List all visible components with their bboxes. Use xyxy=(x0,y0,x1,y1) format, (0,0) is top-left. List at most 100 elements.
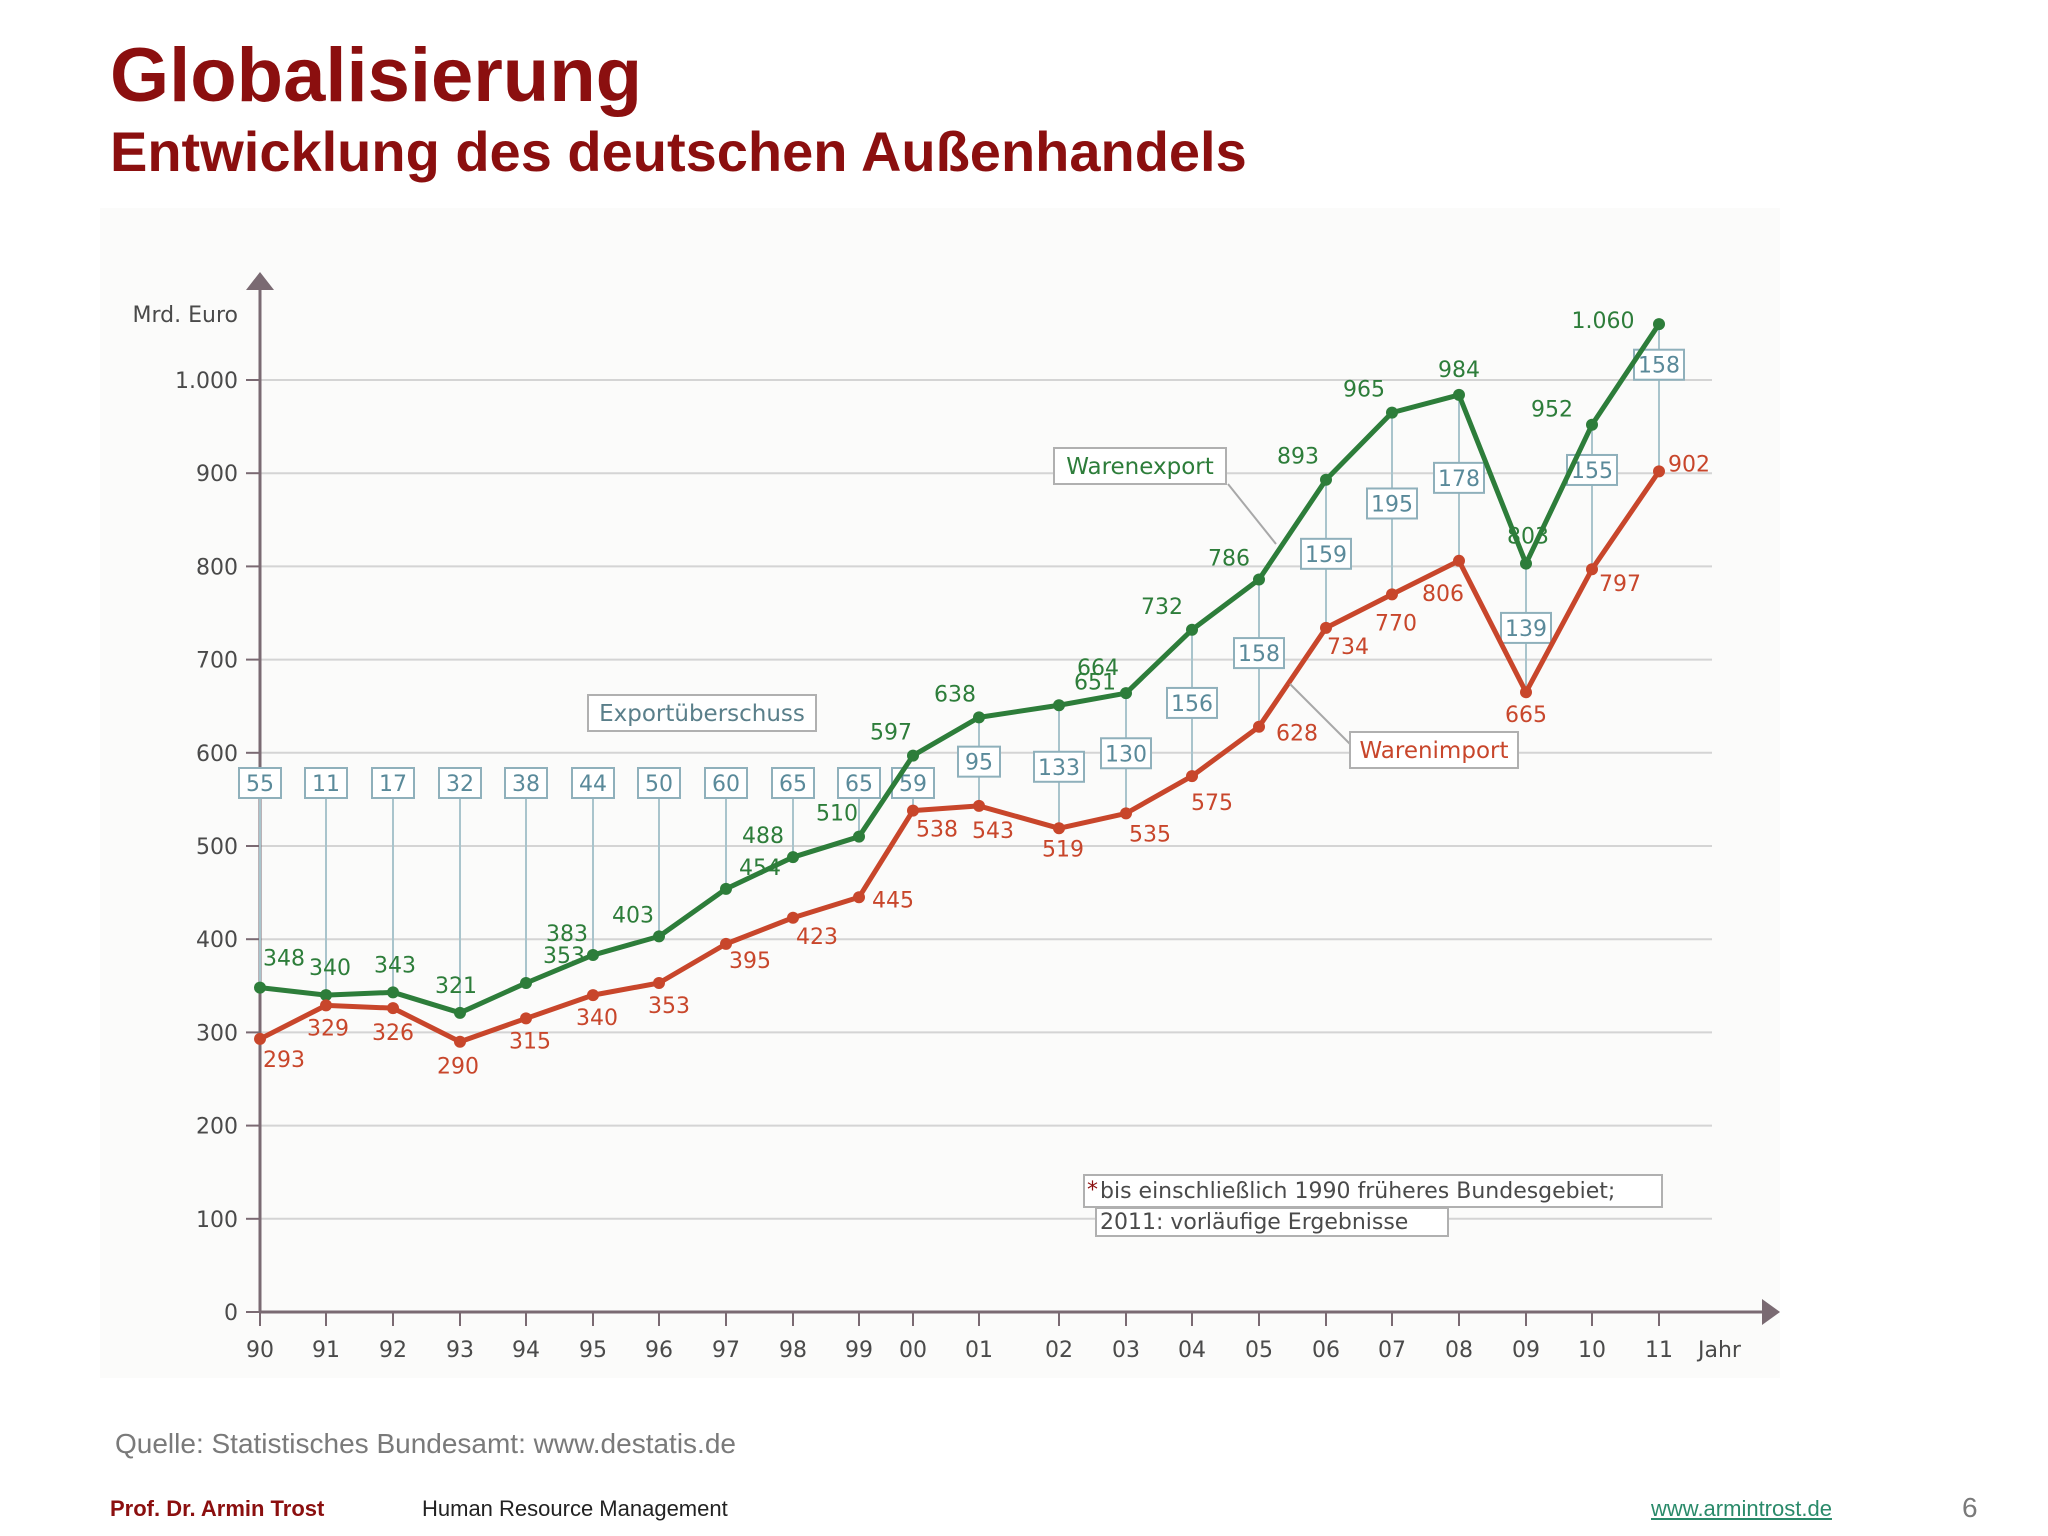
import-point xyxy=(853,891,865,904)
x-tick-label: 02 xyxy=(1045,1338,1073,1363)
export-line xyxy=(259,322,1662,1016)
page-number: 6 xyxy=(1962,1492,1978,1523)
surplus-value: 95 xyxy=(965,751,993,776)
x-tick-label: 11 xyxy=(1645,1338,1673,1363)
surplus-box xyxy=(1500,611,1552,644)
x-tick-label: 03 xyxy=(1112,1338,1140,1363)
surplus-value: 32 xyxy=(446,772,474,797)
export-value-label: 638 xyxy=(934,682,976,707)
x-tick-label: 95 xyxy=(579,1338,607,1363)
export-point xyxy=(1653,318,1665,331)
import-value-label: 797 xyxy=(1599,572,1641,597)
footnote-box xyxy=(1083,1174,1663,1208)
export-value-label: 343 xyxy=(374,953,416,978)
import-point xyxy=(720,937,732,950)
y-tick-label: 600 xyxy=(196,742,238,767)
y-tick-label: 800 xyxy=(196,555,238,580)
x-tick-label: 94 xyxy=(512,1338,540,1363)
surplus-box xyxy=(771,767,815,799)
export-point xyxy=(1120,687,1132,700)
surplus-value: 11 xyxy=(312,772,340,797)
import-line xyxy=(258,469,1662,1045)
surplus-box xyxy=(704,767,748,799)
export-point xyxy=(1186,623,1198,636)
x-tick-label: 01 xyxy=(965,1338,993,1363)
surplus-box xyxy=(1100,737,1152,770)
surplus-value: 133 xyxy=(1038,756,1080,781)
footer-course: Human Resource Management xyxy=(422,1496,728,1521)
footnote-box-2 xyxy=(1095,1207,1449,1237)
x-tick-label: 99 xyxy=(845,1338,873,1363)
import-value-label: 535 xyxy=(1129,822,1171,847)
x-tick-label: 93 xyxy=(446,1338,474,1363)
export-value-label: 732 xyxy=(1141,595,1183,620)
surplus-box xyxy=(1433,461,1485,494)
y-tick-label: 100 xyxy=(196,1208,238,1233)
y-tick-label: 700 xyxy=(196,649,238,674)
export-value-label: 803 xyxy=(1507,525,1549,550)
x-tick-label: 06 xyxy=(1312,1338,1340,1363)
surplus-value: 155 xyxy=(1571,459,1613,484)
x-tick-label: 09 xyxy=(1512,1338,1540,1363)
warenimport-label: Warenimport xyxy=(1360,738,1509,764)
export-point xyxy=(454,1006,466,1019)
export-value-label: 597 xyxy=(870,721,912,746)
surplus-value: 59 xyxy=(899,772,927,797)
import-point xyxy=(1120,807,1132,820)
import-value-label: 665 xyxy=(1505,703,1547,728)
export-value-label: 952 xyxy=(1531,398,1573,423)
import-value-label: 423 xyxy=(796,925,838,950)
x-tick-label: 90 xyxy=(246,1338,274,1363)
surplus-box xyxy=(1166,686,1218,719)
import-point xyxy=(1653,465,1665,478)
export-point xyxy=(520,977,532,990)
import-value-label: 329 xyxy=(307,1016,349,1041)
export-point xyxy=(387,986,399,999)
import-point xyxy=(587,989,599,1002)
exportueberschuss-label-box xyxy=(587,694,817,732)
surplus-value: 130 xyxy=(1105,742,1147,767)
x-tick-label: 04 xyxy=(1178,1338,1206,1363)
y-tick-label: 1.000 xyxy=(175,369,238,394)
footnote-line-1: bis einschließlich 1990 früheres Bundesg… xyxy=(1100,1179,1615,1204)
import-value-label: 543 xyxy=(972,819,1014,844)
import-point xyxy=(520,1012,532,1025)
surplus-value: 139 xyxy=(1505,617,1547,642)
x-tick-label: 00 xyxy=(899,1338,927,1363)
surplus-value: 178 xyxy=(1438,467,1480,492)
surplus-box xyxy=(837,767,881,799)
import-point xyxy=(320,999,332,1012)
export-point xyxy=(853,830,865,843)
export-value-label: 893 xyxy=(1277,445,1319,470)
import-value-label: 395 xyxy=(729,949,771,974)
import-point xyxy=(787,911,799,924)
import-value-label: 445 xyxy=(872,888,914,913)
x-tick-label: 05 xyxy=(1245,1338,1273,1363)
export-value-label: 651 xyxy=(1074,670,1116,695)
warenexport-label: Warenexport xyxy=(1066,454,1214,480)
slide-subtitle: Entwicklung des deutschen Außenhandels xyxy=(110,120,1247,183)
export-value-label: 348 xyxy=(263,947,305,972)
surplus-value: 38 xyxy=(512,772,540,797)
surplus-value: 44 xyxy=(579,772,607,797)
export-value-label: 383 xyxy=(546,922,588,947)
surplus-layer: 55 11 17 32 38 44 50 60 65 65 59 95 133 130 156 158 159 1… xyxy=(238,324,1685,1013)
surplus-box xyxy=(571,767,615,799)
export-point xyxy=(1386,406,1398,419)
export-point xyxy=(787,851,799,864)
surplus-value: 65 xyxy=(779,772,807,797)
import-point xyxy=(1186,770,1198,783)
import-point xyxy=(387,1002,399,1015)
source-note: Quelle: Statistisches Bundesamt: www.des… xyxy=(115,1428,736,1459)
warenexport-label-leader xyxy=(1227,483,1277,545)
export-point xyxy=(720,882,732,895)
footer-website-link[interactable]: www.armintrost.de xyxy=(1651,1496,1832,1521)
import-value-label: 770 xyxy=(1375,611,1417,636)
export-point xyxy=(1586,418,1598,431)
slide-title: Globalisierung xyxy=(110,33,643,118)
import-value-label: 353 xyxy=(648,994,690,1019)
import-point xyxy=(1586,563,1598,576)
import-value-label: 575 xyxy=(1191,791,1233,816)
x-tick-label: 08 xyxy=(1445,1338,1473,1363)
